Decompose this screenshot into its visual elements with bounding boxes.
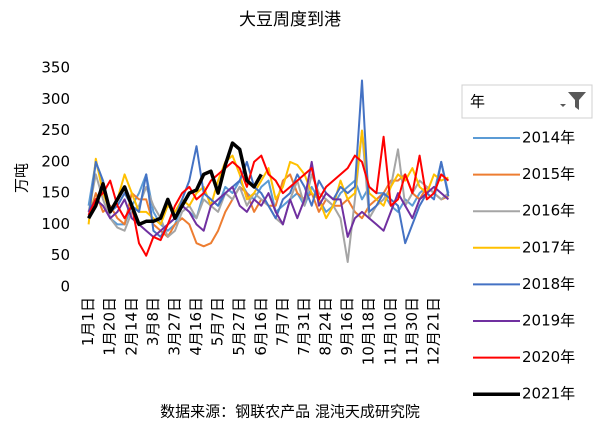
filter-icon[interactable] bbox=[568, 92, 586, 110]
legend-label: 2020年 bbox=[522, 348, 575, 366]
x-tick-label: 3月8日 bbox=[144, 297, 162, 346]
series-line bbox=[87, 141, 263, 227]
x-tick-label: 1月1日 bbox=[79, 297, 97, 346]
x-tick-label: 12月21日 bbox=[425, 297, 443, 365]
legend-label: 2021年 bbox=[522, 385, 575, 403]
x-tick-label: 4月16日 bbox=[187, 297, 205, 356]
y-tick-label: 250 bbox=[41, 121, 70, 139]
x-tick-label: 5月7日 bbox=[209, 297, 227, 346]
legend-label: 2016年 bbox=[522, 202, 575, 220]
y-tick-label: 300 bbox=[41, 90, 70, 108]
x-tick-label: 11月30日 bbox=[403, 297, 421, 365]
legend-label: 2019年 bbox=[522, 312, 575, 330]
x-tick-label: 5月27日 bbox=[230, 297, 248, 356]
y-axis-label: 万吨 bbox=[13, 163, 31, 193]
x-tick-label: 8月24日 bbox=[317, 297, 335, 356]
x-tick-label: 2月14日 bbox=[122, 297, 140, 356]
x-tick-label: 3月27日 bbox=[165, 297, 183, 356]
series-line bbox=[87, 135, 450, 257]
y-tick-label: 200 bbox=[41, 152, 70, 170]
y-tick-label: 100 bbox=[41, 215, 70, 233]
x-tick-label: 11月10日 bbox=[381, 297, 399, 365]
legend-header[interactable] bbox=[461, 84, 593, 119]
x-tick-label: 7月7日 bbox=[273, 297, 291, 346]
legend-title: 年 bbox=[470, 93, 485, 111]
y-tick-label: 50 bbox=[51, 246, 70, 264]
x-tick-label: 6月16日 bbox=[252, 297, 270, 356]
legend-label: 2014年 bbox=[522, 129, 575, 147]
legend-label: 2015年 bbox=[522, 165, 575, 183]
dropdown-icon[interactable] bbox=[560, 104, 566, 107]
x-tick-label: 10月18日 bbox=[360, 297, 378, 365]
y-tick-label: 0 bbox=[60, 278, 70, 296]
y-tick-label: 150 bbox=[41, 184, 70, 202]
legend-label: 2017年 bbox=[522, 238, 575, 256]
series-line bbox=[87, 129, 449, 226]
x-tick-label: 9月16日 bbox=[338, 297, 356, 356]
legend-label: 2018年 bbox=[522, 275, 575, 293]
series-line bbox=[87, 160, 450, 238]
x-tick-label: 1月20日 bbox=[101, 297, 119, 356]
y-tick-label: 350 bbox=[41, 59, 70, 77]
series-line bbox=[87, 79, 450, 245]
x-tick-label: 7月31日 bbox=[295, 297, 313, 356]
source-note: 数据来源：钢联农产品 混沌天成研究院 bbox=[160, 403, 420, 421]
chart-title: 大豆周度到港 bbox=[239, 10, 341, 30]
